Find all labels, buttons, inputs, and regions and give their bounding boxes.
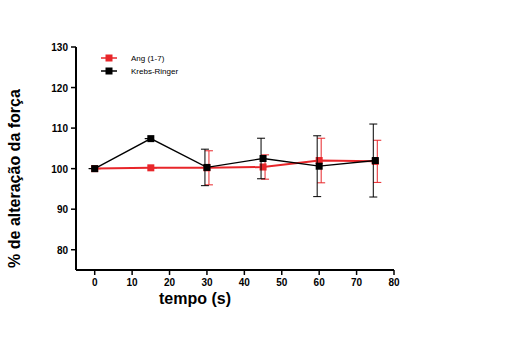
x-tick [356,270,358,275]
x-tick [206,270,208,275]
error-cap [257,138,265,139]
x-tick [393,270,395,275]
error-cap [369,197,377,198]
y-tick-label: 130 [51,42,68,53]
x-tick [94,270,96,275]
y-tick [71,127,76,129]
x-tick-label: 30 [201,277,213,288]
y-tick-label: 90 [57,204,69,215]
error-cap [201,149,209,150]
y-tick [71,168,76,170]
x-tick-label: 0 [92,277,98,288]
point [147,135,154,142]
y-tick [71,208,76,210]
x-tick [244,270,246,275]
error-cap [317,138,325,139]
point [260,155,267,162]
point [372,158,379,165]
error-cap [373,140,381,141]
x-tick [169,270,171,275]
x-tick-label: 60 [314,277,326,288]
error-cap [205,150,213,151]
error-cap [257,178,265,179]
y-axis [75,47,77,270]
x-tick-label: 80 [388,277,400,288]
x-tick [318,270,320,275]
error-cap [369,124,377,125]
legend-label: Krebs-Ringer [131,67,178,76]
y-axis-label: % de alteração da força [6,89,23,268]
x-tick-label: 20 [164,277,176,288]
point [203,164,210,171]
point [147,164,154,171]
series-line [95,139,376,169]
y-tick-label: 110 [52,123,69,134]
point [372,157,379,164]
x-tick [281,270,283,275]
x-tick-label: 70 [351,277,363,288]
error-cap [201,185,209,186]
point [203,164,210,171]
point [91,165,98,172]
error-cap [373,182,381,183]
x-tick-label: 50 [276,277,288,288]
plot-area [89,124,382,197]
x-tick [131,270,133,275]
x-tick-label: 40 [239,277,251,288]
y-tick [71,46,76,48]
y-tick-label: 100 [51,164,68,175]
point [91,165,98,172]
point [316,163,323,170]
error-cap [313,135,321,136]
legend-marker [106,68,113,75]
y-tick [71,249,76,251]
x-tick-label: 10 [127,277,139,288]
error-cap [317,182,325,183]
legend-marker [106,55,113,62]
y-tick [71,87,76,89]
legend-label: Ang (1-7) [131,54,165,63]
y-tick-label: 120 [51,83,68,94]
error-cap [313,196,321,197]
x-axis [76,269,394,271]
x-axis-label: tempo (s) [159,290,231,307]
y-tick-label: 80 [57,245,69,256]
